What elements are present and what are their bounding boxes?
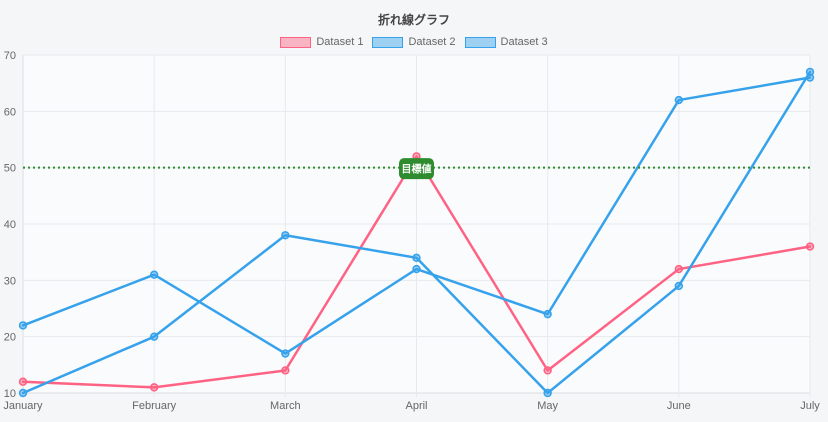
x-tick-label-march: March xyxy=(270,400,301,412)
data-point-dataset-2-june[interactable] xyxy=(674,95,684,105)
series-line-dataset-2 xyxy=(21,76,812,355)
legend-swatch-dataset-2 xyxy=(372,36,404,48)
target-label-badge xyxy=(399,158,434,180)
data-point-dataset-2-april[interactable] xyxy=(412,264,421,274)
y-tick-label: 70 xyxy=(4,50,16,62)
legend-item-dataset-2[interactable]: Dataset 2 xyxy=(372,36,456,48)
chart-title: 折れ線グラフ xyxy=(377,13,450,27)
y-tick-label: 60 xyxy=(4,106,16,118)
x-tick-label-july: July xyxy=(800,400,820,412)
data-point-dataset-3-january[interactable] xyxy=(18,388,28,398)
x-tick-label-may: May xyxy=(537,400,558,412)
series-line-dataset-3 xyxy=(21,70,812,395)
data-point-dataset-2-january[interactable] xyxy=(18,321,28,330)
y-tick-label: 40 xyxy=(4,219,16,231)
x-tick-label-january: January xyxy=(3,400,43,412)
y-tick-label: 10 xyxy=(4,388,16,400)
data-point-dataset-3-april[interactable] xyxy=(412,253,421,262)
data-point-dataset-3-february[interactable] xyxy=(149,332,159,341)
legend-label-dataset-1: Dataset 1 xyxy=(316,36,364,48)
data-point-dataset-3-march[interactable] xyxy=(281,231,290,240)
data-point-dataset-1-june[interactable] xyxy=(674,264,684,274)
legend-label-dataset-3: Dataset 3 xyxy=(500,36,548,48)
x-tick-label-april: April xyxy=(405,400,427,412)
chart-legend: Dataset 1 Dataset 2 Dataset 3 xyxy=(0,36,828,48)
x-tick-label-june: June xyxy=(667,400,691,412)
target-label-text: 目標値 xyxy=(402,163,432,176)
y-tick-label: 30 xyxy=(4,275,16,287)
data-point-dataset-1-february[interactable] xyxy=(149,383,159,392)
data-point-dataset-1-may[interactable] xyxy=(543,366,552,375)
data-point-dataset-2-may[interactable] xyxy=(543,309,552,319)
legend-swatch-dataset-1 xyxy=(280,36,312,48)
y-tick-label: 50 xyxy=(4,163,16,175)
data-point-dataset-3-june[interactable] xyxy=(674,281,684,291)
data-point-dataset-2-march[interactable] xyxy=(281,349,290,358)
data-point-dataset-3-july[interactable] xyxy=(805,67,815,77)
data-point-dataset-1-january[interactable] xyxy=(18,377,28,386)
legend-swatch-dataset-3 xyxy=(464,36,496,48)
legend-item-dataset-1[interactable]: Dataset 1 xyxy=(280,36,363,48)
data-point-dataset-2-february[interactable] xyxy=(149,270,159,279)
data-point-dataset-1-march[interactable] xyxy=(281,366,290,375)
x-tick-label-february: February xyxy=(132,400,177,412)
data-point-dataset-3-may[interactable] xyxy=(543,388,552,398)
legend-label-dataset-2: Dataset 2 xyxy=(408,36,456,48)
data-point-dataset-1-july[interactable] xyxy=(805,242,815,251)
y-tick-label: 20 xyxy=(4,332,16,344)
series-line-dataset-1 xyxy=(21,155,812,389)
legend-item-dataset-3[interactable]: Dataset 3 xyxy=(464,36,548,48)
